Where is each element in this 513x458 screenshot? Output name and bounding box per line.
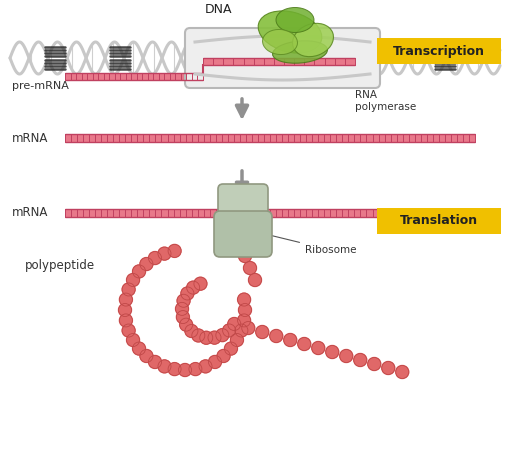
Text: Translation: Translation xyxy=(400,214,478,228)
FancyBboxPatch shape xyxy=(185,28,380,88)
Circle shape xyxy=(217,349,230,362)
Circle shape xyxy=(168,245,181,257)
Circle shape xyxy=(181,287,194,300)
FancyBboxPatch shape xyxy=(218,184,268,214)
Circle shape xyxy=(238,314,250,327)
Text: Ribosome: Ribosome xyxy=(264,234,357,255)
Ellipse shape xyxy=(258,11,322,53)
Bar xyxy=(65,209,475,217)
Circle shape xyxy=(199,360,212,373)
Circle shape xyxy=(148,251,162,265)
Text: mRNA: mRNA xyxy=(12,207,48,219)
Text: DNA: DNA xyxy=(204,3,232,16)
Circle shape xyxy=(382,361,394,375)
Circle shape xyxy=(340,349,353,362)
Ellipse shape xyxy=(272,41,327,63)
Circle shape xyxy=(175,302,188,316)
Circle shape xyxy=(354,354,367,366)
Circle shape xyxy=(132,342,146,355)
Circle shape xyxy=(208,355,222,369)
Circle shape xyxy=(132,265,146,278)
Circle shape xyxy=(238,293,250,306)
Circle shape xyxy=(326,345,339,359)
Circle shape xyxy=(177,294,190,307)
Circle shape xyxy=(127,333,140,347)
Circle shape xyxy=(168,363,181,376)
Circle shape xyxy=(120,314,132,327)
Circle shape xyxy=(140,257,153,271)
Circle shape xyxy=(270,329,283,343)
Circle shape xyxy=(208,331,221,344)
Circle shape xyxy=(256,326,269,338)
Circle shape xyxy=(179,364,191,376)
Circle shape xyxy=(127,273,140,287)
Circle shape xyxy=(248,273,262,287)
Circle shape xyxy=(242,322,255,334)
Text: Transcription: Transcription xyxy=(393,44,485,58)
Circle shape xyxy=(230,333,244,347)
Circle shape xyxy=(368,358,381,371)
Circle shape xyxy=(176,311,189,323)
Ellipse shape xyxy=(263,29,298,55)
Text: RNA
polymerase: RNA polymerase xyxy=(325,50,416,112)
Circle shape xyxy=(216,329,229,342)
Circle shape xyxy=(284,333,297,347)
Bar xyxy=(203,58,355,65)
Circle shape xyxy=(180,318,193,331)
Ellipse shape xyxy=(276,7,314,33)
Circle shape xyxy=(223,324,235,337)
Circle shape xyxy=(312,342,325,354)
Circle shape xyxy=(192,329,205,342)
Circle shape xyxy=(298,338,311,350)
Circle shape xyxy=(122,324,135,337)
Bar xyxy=(65,134,475,142)
Circle shape xyxy=(235,324,248,337)
Circle shape xyxy=(225,342,238,355)
Circle shape xyxy=(239,250,251,262)
Circle shape xyxy=(185,324,198,338)
Circle shape xyxy=(200,331,213,344)
Circle shape xyxy=(158,360,171,373)
Text: mRNA: mRNA xyxy=(12,131,48,145)
Circle shape xyxy=(194,277,207,290)
Circle shape xyxy=(122,283,135,296)
Circle shape xyxy=(148,355,162,369)
Circle shape xyxy=(120,293,132,306)
Circle shape xyxy=(119,304,131,316)
FancyBboxPatch shape xyxy=(377,208,501,234)
Text: polypeptide: polypeptide xyxy=(25,260,95,273)
Text: pre-mRNA: pre-mRNA xyxy=(12,81,69,91)
FancyBboxPatch shape xyxy=(214,211,272,257)
Circle shape xyxy=(396,365,409,378)
Circle shape xyxy=(189,363,202,376)
FancyBboxPatch shape xyxy=(377,38,501,64)
Circle shape xyxy=(244,262,256,274)
Circle shape xyxy=(187,281,200,294)
Bar xyxy=(65,72,203,80)
Circle shape xyxy=(228,317,241,331)
Ellipse shape xyxy=(292,23,333,57)
Circle shape xyxy=(140,349,153,362)
Circle shape xyxy=(239,304,251,316)
Circle shape xyxy=(158,247,171,260)
